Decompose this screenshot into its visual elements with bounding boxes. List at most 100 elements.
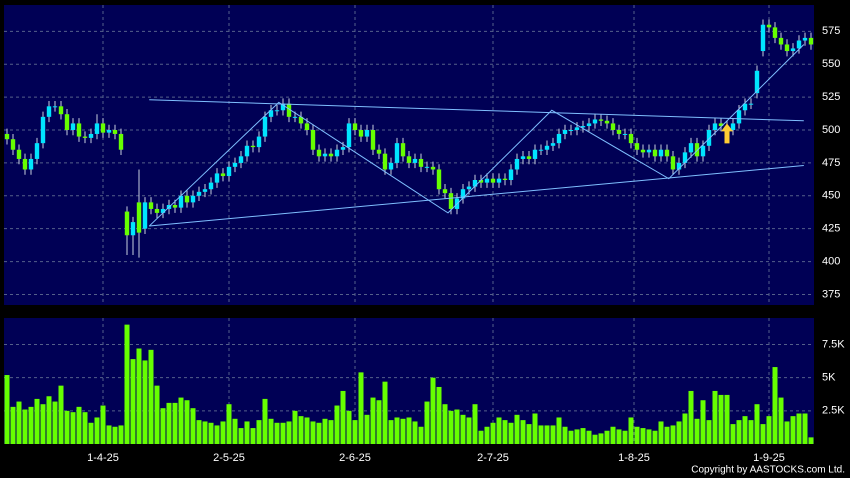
candle-body xyxy=(736,110,742,124)
volume-bar xyxy=(508,422,514,444)
volume-bar xyxy=(148,349,154,444)
candle-body xyxy=(124,211,130,236)
candle-body xyxy=(412,158,418,163)
volume-bar xyxy=(628,417,634,444)
volume-bar xyxy=(538,425,544,444)
candle-body xyxy=(10,139,16,150)
volume-bar xyxy=(442,404,448,444)
candle-body xyxy=(508,169,514,180)
candle-body xyxy=(34,143,40,159)
volume-bar xyxy=(100,405,106,444)
volume-bar xyxy=(220,421,226,444)
y-tick-label: 500 xyxy=(822,124,840,136)
volume-bar xyxy=(130,359,136,444)
candle-body xyxy=(214,173,220,183)
volume-bar xyxy=(40,404,46,444)
candle-body xyxy=(604,120,610,124)
candle-body xyxy=(28,158,34,170)
volume-bar xyxy=(724,394,730,444)
candle-body xyxy=(706,130,712,146)
volume-bar xyxy=(160,408,166,444)
volume-bar xyxy=(664,426,670,444)
candle-body xyxy=(718,123,724,127)
volume-bar xyxy=(28,406,34,444)
volume-bar xyxy=(514,414,520,444)
candle-body xyxy=(634,143,640,150)
volume-bar xyxy=(634,426,640,444)
volume-bar xyxy=(208,422,214,444)
volume-bar xyxy=(478,430,484,444)
candle-body xyxy=(376,149,382,154)
candle-body xyxy=(652,149,658,157)
candle-body xyxy=(46,106,52,117)
volume-bar xyxy=(154,385,160,444)
volume-bar xyxy=(736,420,742,444)
volume-bar xyxy=(82,412,88,444)
volume-bar xyxy=(676,421,682,444)
volume-bar xyxy=(256,420,262,444)
volume-bar xyxy=(388,420,394,444)
candle-body xyxy=(172,205,178,208)
volume-bar xyxy=(706,420,712,444)
candle-body xyxy=(52,106,58,108)
volume-bar xyxy=(316,422,322,444)
volume-bar xyxy=(4,375,10,444)
volume-bar xyxy=(88,422,94,444)
candle-body xyxy=(88,133,94,138)
volume-bar xyxy=(784,421,790,444)
volume-bar xyxy=(568,430,574,444)
candle-body xyxy=(670,156,676,170)
volume-bar xyxy=(376,400,382,444)
candle-body xyxy=(562,130,568,134)
volume-bar xyxy=(526,424,532,444)
volume-bar xyxy=(586,430,592,444)
candle-body xyxy=(436,169,442,190)
x-tick-label: 1-8-25 xyxy=(618,452,650,464)
volume-bar xyxy=(22,409,28,444)
candle-body xyxy=(184,195,190,203)
volume-bar xyxy=(364,414,370,444)
candle-body xyxy=(778,37,784,45)
volume-bar xyxy=(268,418,274,444)
candle-body xyxy=(442,189,448,194)
candle-body xyxy=(16,149,22,159)
volume-bar xyxy=(454,409,460,444)
volume-bar xyxy=(46,396,52,444)
candle-body xyxy=(448,193,454,209)
candle-body xyxy=(316,149,322,157)
volume-bar xyxy=(394,417,400,444)
y-tick-label: 400 xyxy=(822,255,840,267)
volume-bar xyxy=(202,421,208,444)
candle-body xyxy=(232,162,238,167)
candle-body xyxy=(196,191,202,196)
volume-bar xyxy=(70,412,76,444)
candle-body xyxy=(220,173,226,177)
volume-bar xyxy=(688,390,694,444)
volume-bar xyxy=(796,413,802,444)
candle-body xyxy=(526,156,532,159)
volume-bar xyxy=(112,426,118,444)
volume-bar xyxy=(658,421,664,444)
volume-bar xyxy=(184,400,190,444)
volume-bar xyxy=(778,397,784,444)
volume-bar xyxy=(436,386,442,444)
candle-body xyxy=(118,133,124,150)
candle-body xyxy=(4,133,10,140)
candle-body xyxy=(424,166,430,168)
candle-body xyxy=(394,143,400,163)
volume-bar xyxy=(406,417,412,444)
volume-bar xyxy=(172,402,178,444)
candle-body xyxy=(262,116,268,137)
volume-bar xyxy=(244,421,250,444)
volume-bar xyxy=(232,418,238,444)
volume-bar xyxy=(424,401,430,444)
candle-body xyxy=(226,166,232,177)
candle-body xyxy=(130,222,136,236)
candle-body xyxy=(484,178,490,183)
candle-body xyxy=(478,180,484,183)
candle-body xyxy=(136,202,142,233)
candle-body xyxy=(154,208,160,213)
x-tick-label: 2-5-25 xyxy=(213,452,245,464)
volume-bar xyxy=(352,420,358,444)
